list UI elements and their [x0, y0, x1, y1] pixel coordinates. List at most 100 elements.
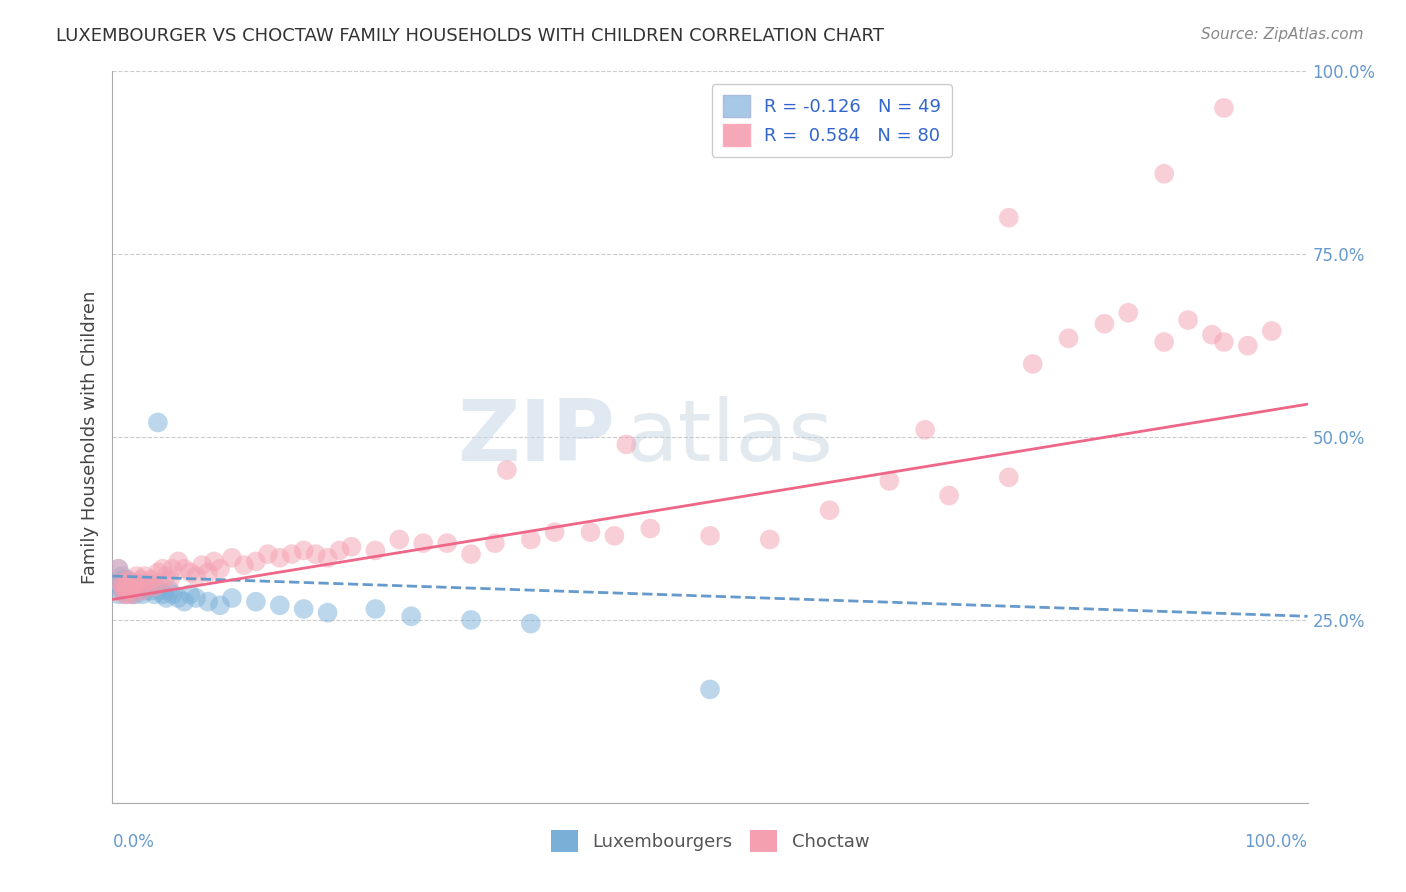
Point: [155, 569, 177, 583]
Point: [107, 562, 129, 576]
Point: [879, 474, 901, 488]
Point: [388, 533, 411, 547]
Point: [1118, 306, 1140, 320]
Point: [364, 602, 387, 616]
Point: [1261, 324, 1284, 338]
Point: [114, 587, 136, 601]
Point: [496, 463, 519, 477]
Point: [1022, 357, 1045, 371]
Point: [186, 591, 208, 605]
Point: [162, 587, 183, 601]
Point: [484, 536, 506, 550]
Point: [146, 416, 169, 430]
Point: [115, 583, 138, 598]
Point: [111, 569, 134, 583]
Point: [616, 437, 638, 451]
Point: [197, 594, 219, 608]
Point: [149, 576, 172, 591]
Point: [149, 583, 172, 598]
Point: [699, 682, 721, 697]
Point: [111, 583, 134, 598]
Point: [122, 580, 145, 594]
Point: [159, 573, 181, 587]
Text: LUXEMBOURGER VS CHOCTAW FAMILY HOUSEHOLDS WITH CHILDREN CORRELATION CHART: LUXEMBOURGER VS CHOCTAW FAMILY HOUSEHOLD…: [56, 27, 884, 45]
Point: [221, 550, 243, 565]
Point: [120, 583, 142, 598]
Point: [111, 580, 134, 594]
Point: [122, 576, 145, 591]
Point: [640, 521, 662, 535]
Point: [131, 583, 153, 598]
Point: [316, 606, 339, 620]
Point: [121, 587, 143, 601]
Point: [179, 566, 201, 580]
Point: [139, 583, 162, 598]
Point: [281, 547, 304, 561]
Point: [128, 580, 150, 594]
Point: [125, 583, 148, 598]
Point: [129, 576, 152, 591]
Y-axis label: Family Households with Children: Family Households with Children: [80, 291, 98, 583]
Point: [118, 583, 141, 598]
Point: [121, 576, 143, 591]
Point: [121, 580, 143, 594]
Point: [115, 573, 138, 587]
Point: [112, 587, 135, 601]
Point: [124, 576, 146, 591]
Point: [257, 547, 280, 561]
Point: [460, 613, 482, 627]
Point: [1153, 334, 1175, 349]
Point: [118, 576, 141, 591]
Point: [520, 616, 543, 631]
Point: [159, 583, 181, 598]
Point: [233, 558, 256, 573]
Point: [412, 536, 434, 550]
Point: [114, 580, 136, 594]
Point: [699, 529, 721, 543]
Point: [152, 587, 174, 601]
Point: [1213, 334, 1236, 349]
Point: [114, 576, 135, 591]
Point: [120, 580, 142, 594]
Point: [173, 562, 195, 576]
Point: [152, 562, 174, 576]
Text: Source: ZipAtlas.com: Source: ZipAtlas.com: [1201, 27, 1364, 42]
Point: [112, 573, 135, 587]
Point: [121, 587, 143, 601]
Point: [938, 489, 960, 503]
Point: [305, 547, 328, 561]
Point: [269, 599, 291, 613]
Point: [818, 503, 841, 517]
Point: [117, 573, 139, 587]
Point: [173, 594, 195, 608]
Legend: Luxembourgers, Choctaw: Luxembourgers, Choctaw: [543, 823, 877, 860]
Point: [329, 543, 352, 558]
Point: [197, 566, 219, 580]
Point: [155, 591, 177, 605]
Point: [110, 580, 132, 594]
Point: [460, 547, 482, 561]
Point: [115, 587, 138, 601]
Point: [128, 580, 150, 594]
Point: [167, 554, 190, 568]
Point: [316, 550, 339, 565]
Point: [162, 562, 183, 576]
Point: [292, 543, 315, 558]
Point: [139, 573, 162, 587]
Point: [117, 580, 139, 594]
Point: [520, 533, 543, 547]
Point: [269, 550, 291, 565]
Point: [143, 587, 166, 601]
Point: [138, 576, 160, 591]
Point: [114, 580, 135, 594]
Point: [107, 562, 129, 576]
Point: [202, 554, 225, 568]
Point: [107, 587, 129, 601]
Point: [364, 543, 387, 558]
Point: [543, 525, 565, 540]
Point: [191, 558, 214, 573]
Point: [245, 594, 267, 608]
Point: [131, 587, 153, 601]
Point: [221, 591, 243, 605]
Text: atlas: atlas: [627, 395, 834, 479]
